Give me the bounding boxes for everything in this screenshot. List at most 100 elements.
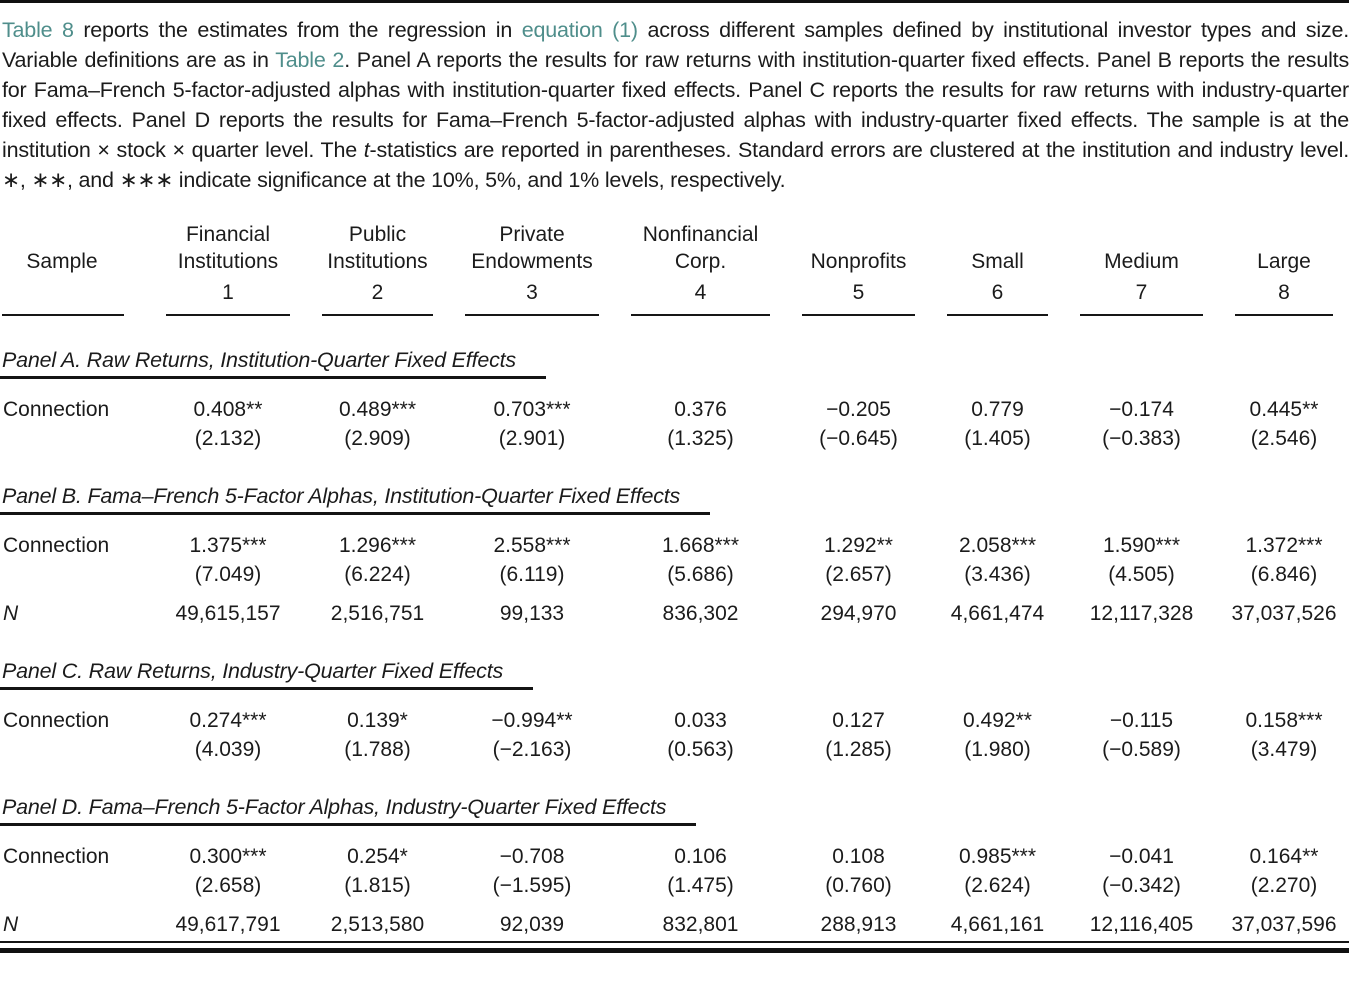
estimate-cell: 0.139* xyxy=(347,709,408,732)
panel-title: Panel A. Raw Returns, Institution-Quarte… xyxy=(0,346,546,379)
estimate-cell: 0.300*** xyxy=(189,845,267,868)
column-header-line: Public xyxy=(348,223,407,246)
panel-heading-cell: Panel B. Fama–French 5-Factor Alphas, In… xyxy=(0,452,1349,515)
estimate-cell: −0.205 xyxy=(826,398,891,421)
column-number: 3 xyxy=(465,281,599,316)
tstat-cell: (1.325) xyxy=(667,427,734,450)
tstat-cell: (2.270) xyxy=(1250,874,1318,897)
column-number-cell: 3 xyxy=(449,275,615,316)
estimate-cell: −0.708 xyxy=(499,845,565,868)
row-label xyxy=(0,734,150,763)
row-label xyxy=(0,559,150,588)
estimate-cell: 0.274*** xyxy=(189,709,267,732)
estimate-cell: 0.106 xyxy=(674,845,727,868)
column-header: Private Endowments xyxy=(449,221,615,275)
caption-text: -statistics are reported in parentheses.… xyxy=(2,138,1349,192)
estimate-cell: 1.296*** xyxy=(338,534,417,557)
table-row: N 49,617,791 2,513,580 92,039 832,801 288,913… xyxy=(0,899,1349,938)
estimate-cell: 0.164** xyxy=(1249,845,1319,868)
column-number: 6 xyxy=(947,281,1048,316)
caption-reference-link[interactable]: Table 8 xyxy=(2,18,74,42)
nobs-cell: 2,513,580 xyxy=(330,913,425,936)
estimate-cell: −0.174 xyxy=(1109,398,1174,421)
estimate-cell: 1.375*** xyxy=(189,534,267,557)
tstat-cell: (1.285) xyxy=(825,738,892,761)
column-header: Large xyxy=(1219,221,1349,275)
estimate-cell: 2.558*** xyxy=(493,534,571,557)
panel-heading-cell: Panel C. Raw Returns, Industry-Quarter F… xyxy=(0,627,1349,690)
estimate-cell: 1.668*** xyxy=(661,534,740,557)
estimate-cell: 1.372*** xyxy=(1245,534,1323,557)
column-header: Small xyxy=(931,221,1064,275)
tstat-cell: (4.039) xyxy=(194,738,262,761)
nobs-cell: 49,617,791 xyxy=(175,913,281,936)
nobs-cell: 832,801 xyxy=(662,913,739,936)
caption-text: reports the estimates from the regressio… xyxy=(73,18,522,42)
column-number-cell xyxy=(0,275,150,316)
tstat-cell: (6.224) xyxy=(344,563,411,586)
estimate-cell: 0.489*** xyxy=(338,398,417,421)
caption-reference-link[interactable]: Table 2 xyxy=(275,48,345,72)
column-number-cell: 7 xyxy=(1064,275,1219,316)
tstat-cell: (6.846) xyxy=(1250,563,1318,586)
tstat-cell: (−0.342) xyxy=(1102,874,1181,897)
column-header-line: Sample xyxy=(26,250,98,273)
tstat-cell: (6.119) xyxy=(499,563,565,586)
column-header-line: Institutions xyxy=(327,250,428,273)
column-header-line: Large xyxy=(1257,250,1311,273)
tstat-cell: (3.479) xyxy=(1250,738,1318,761)
column-number-cell: 4 xyxy=(615,275,786,316)
estimate-cell: 0.376 xyxy=(674,398,727,421)
estimate-cell: 0.492** xyxy=(963,709,1032,732)
tstat-cell: (2.624) xyxy=(964,874,1031,897)
caption-text: t xyxy=(363,138,370,162)
bottom-rule-thick xyxy=(0,948,1349,953)
column-number: 2 xyxy=(322,281,433,316)
estimate-cell: −0.115 xyxy=(1109,709,1174,732)
table-row: N 49,615,157 2,516,751 99,133 836,302 294,970… xyxy=(0,588,1349,627)
top-rule xyxy=(0,0,1349,3)
column-header: Nonprofits xyxy=(786,221,931,275)
panel-title: Panel C. Raw Returns, Industry-Quarter F… xyxy=(0,657,534,690)
tstat-cell: (−0.645) xyxy=(819,427,898,450)
column-number: 5 xyxy=(802,281,915,316)
column-number: 7 xyxy=(1080,281,1203,316)
panel-heading-cell: Panel D. Fama–French 5-Factor Alphas, In… xyxy=(0,763,1349,826)
estimate-cell: 0.033 xyxy=(674,709,727,732)
table-caption: Table 8 reports the estimates from the r… xyxy=(0,15,1349,195)
nobs-cell: 49,615,157 xyxy=(175,602,281,625)
table-row: Connection 0.300*** 0.254* −0.708 0.106 0.108… xyxy=(0,826,1349,870)
nobs-cell: 2,516,751 xyxy=(330,602,425,625)
tstat-cell: (0.563) xyxy=(667,738,734,761)
tstat-cell: (2.658) xyxy=(194,874,262,897)
column-header: Financial Institutions xyxy=(150,221,306,275)
nobs-cell: 288,913 xyxy=(820,913,897,936)
tstat-cell: (2.132) xyxy=(194,427,262,450)
caption-text: . Panel A reports the results for raw re… xyxy=(2,48,1349,162)
caption-reference-link[interactable]: equation (1) xyxy=(521,18,638,42)
nobs-cell: 37,037,596 xyxy=(1231,913,1337,936)
regression-results-table: Sample Financial Institutions Public Institu… xyxy=(0,221,1349,938)
column-header-line: Small xyxy=(971,250,1024,273)
column-number-cell: 2 xyxy=(306,275,449,316)
tstat-cell: (−0.383) xyxy=(1102,427,1181,450)
table-row: Connection 0.274*** 0.139* −0.994** 0.033 0.1… xyxy=(0,690,1349,734)
row-label: Connection xyxy=(3,534,110,557)
tstat-cell: (2.909) xyxy=(344,427,411,450)
column-number-cell: 6 xyxy=(931,275,1064,316)
tstat-cell: (2.546) xyxy=(1250,427,1318,450)
row-label: Connection xyxy=(3,398,110,421)
table-row: (7.049) (6.224) (6.119) (5.686) (2.657) (3.43… xyxy=(0,559,1349,588)
nobs-cell: 99,133 xyxy=(499,602,565,625)
column-header: Medium xyxy=(1064,221,1219,275)
table-row: Connection 0.408** 0.489*** 0.703*** 0.376 −0… xyxy=(0,379,1349,423)
row-label xyxy=(0,870,150,899)
column-header: Nonfinancial Corp. xyxy=(615,221,786,275)
tstat-cell: (4.505) xyxy=(1108,563,1175,586)
estimate-cell: 1.292** xyxy=(824,534,893,557)
table-row: Connection 1.375*** 1.296*** 2.558*** 1.668*… xyxy=(0,515,1349,559)
estimate-cell: 0.158*** xyxy=(1245,709,1323,732)
nobs-cell: 12,116,405 xyxy=(1089,913,1194,936)
column-number: 1 xyxy=(166,281,290,316)
row-label: Connection xyxy=(3,709,110,732)
